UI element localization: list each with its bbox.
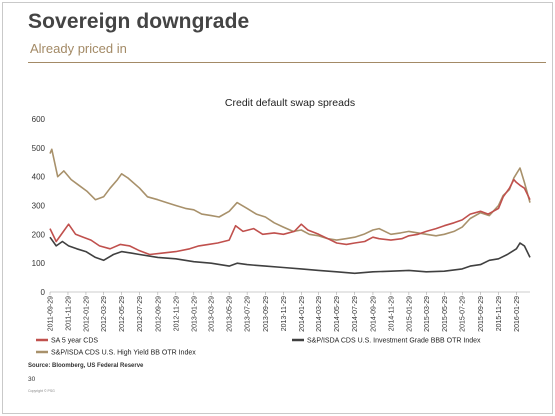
x-tick-label: 2012-01-29 bbox=[83, 296, 90, 332]
x-tick-label: 2012-05-29 bbox=[119, 296, 126, 332]
series-group bbox=[49, 148, 531, 275]
x-tick-label: 2011-11-29 bbox=[65, 296, 72, 331]
y-tick-label: 400 bbox=[32, 173, 46, 182]
x-tick-label: 2013-09-29 bbox=[263, 296, 270, 332]
x-tick-label: 2013-03-29 bbox=[209, 296, 216, 332]
x-tick-label: 2015-03-29 bbox=[424, 296, 431, 332]
page-number: 30 bbox=[28, 376, 36, 383]
x-tick-label: 2014-01-29 bbox=[299, 296, 306, 332]
x-tick-label: 2013-11-29 bbox=[281, 296, 288, 331]
chart-title: Credit default swap spreads bbox=[225, 97, 355, 109]
source-note: Source: Bloomberg, US Federal Reserve bbox=[28, 363, 144, 369]
legend-label: S&P/ISDA CDS U.S. Investment Grade BBB O… bbox=[307, 338, 481, 345]
x-tick-label: 2015-05-29 bbox=[442, 296, 449, 332]
y-tick-label: 0 bbox=[41, 288, 46, 297]
x-tick-label: 2013-05-29 bbox=[227, 296, 234, 332]
x-tick-label: 2013-01-29 bbox=[191, 296, 198, 332]
y-tick-label: 100 bbox=[32, 259, 46, 268]
y-tick-label: 300 bbox=[32, 202, 46, 211]
series-line-0 bbox=[49, 178, 531, 256]
x-tick-label: 2015-01-29 bbox=[406, 296, 413, 332]
x-tick-label: 2015-11-29 bbox=[496, 296, 503, 331]
x-tick-label: 2014-05-29 bbox=[334, 296, 341, 332]
x-tick-label: 2012-03-29 bbox=[101, 296, 108, 332]
y-tick-label: 200 bbox=[32, 230, 46, 239]
copyright-note: Copyright © PSG bbox=[28, 389, 55, 393]
legend: SA 5 year CDS S&P/ISDA CDS U.S. Investmen… bbox=[36, 338, 481, 357]
slide-title: Sovereign downgrade bbox=[28, 10, 250, 33]
x-tick-label: 2014-07-29 bbox=[352, 296, 359, 332]
x-tick-label: 2012-07-29 bbox=[137, 296, 144, 332]
legend-label: S&P/ISDA CDS U.S. High Yield BB OTR Inde… bbox=[51, 350, 196, 357]
y-tick-label: 600 bbox=[32, 115, 46, 124]
x-tick-label: 2014-09-29 bbox=[370, 296, 377, 332]
legend-label: SA 5 year CDS bbox=[51, 338, 98, 345]
x-tick-label: 2012-11-29 bbox=[173, 296, 180, 331]
x-tick-label: 2016-01-29 bbox=[514, 296, 521, 332]
series-line-2 bbox=[49, 148, 531, 241]
series-line-1 bbox=[49, 236, 531, 275]
x-axis: 2011-09-29 2011-11-29 2012-01-29 2012-03-29… bbox=[48, 291, 530, 332]
x-tick-label: 2014-11-29 bbox=[388, 296, 395, 331]
title-divider bbox=[28, 62, 546, 63]
x-tick-label: 2014-03-29 bbox=[316, 296, 323, 332]
y-tick-label: 500 bbox=[32, 144, 46, 153]
x-tick-label: 2012-09-29 bbox=[155, 296, 162, 332]
x-tick-label: 2015-07-29 bbox=[460, 296, 467, 332]
x-tick-label: 2013-07-29 bbox=[245, 296, 252, 332]
slide-subtitle: Already priced in bbox=[30, 41, 127, 56]
x-tick-label: 2015-09-29 bbox=[478, 296, 485, 332]
y-axis: 0 100 200 300 400 500 600 bbox=[32, 115, 46, 297]
x-tick-label: 2011-09-29 bbox=[48, 296, 55, 331]
